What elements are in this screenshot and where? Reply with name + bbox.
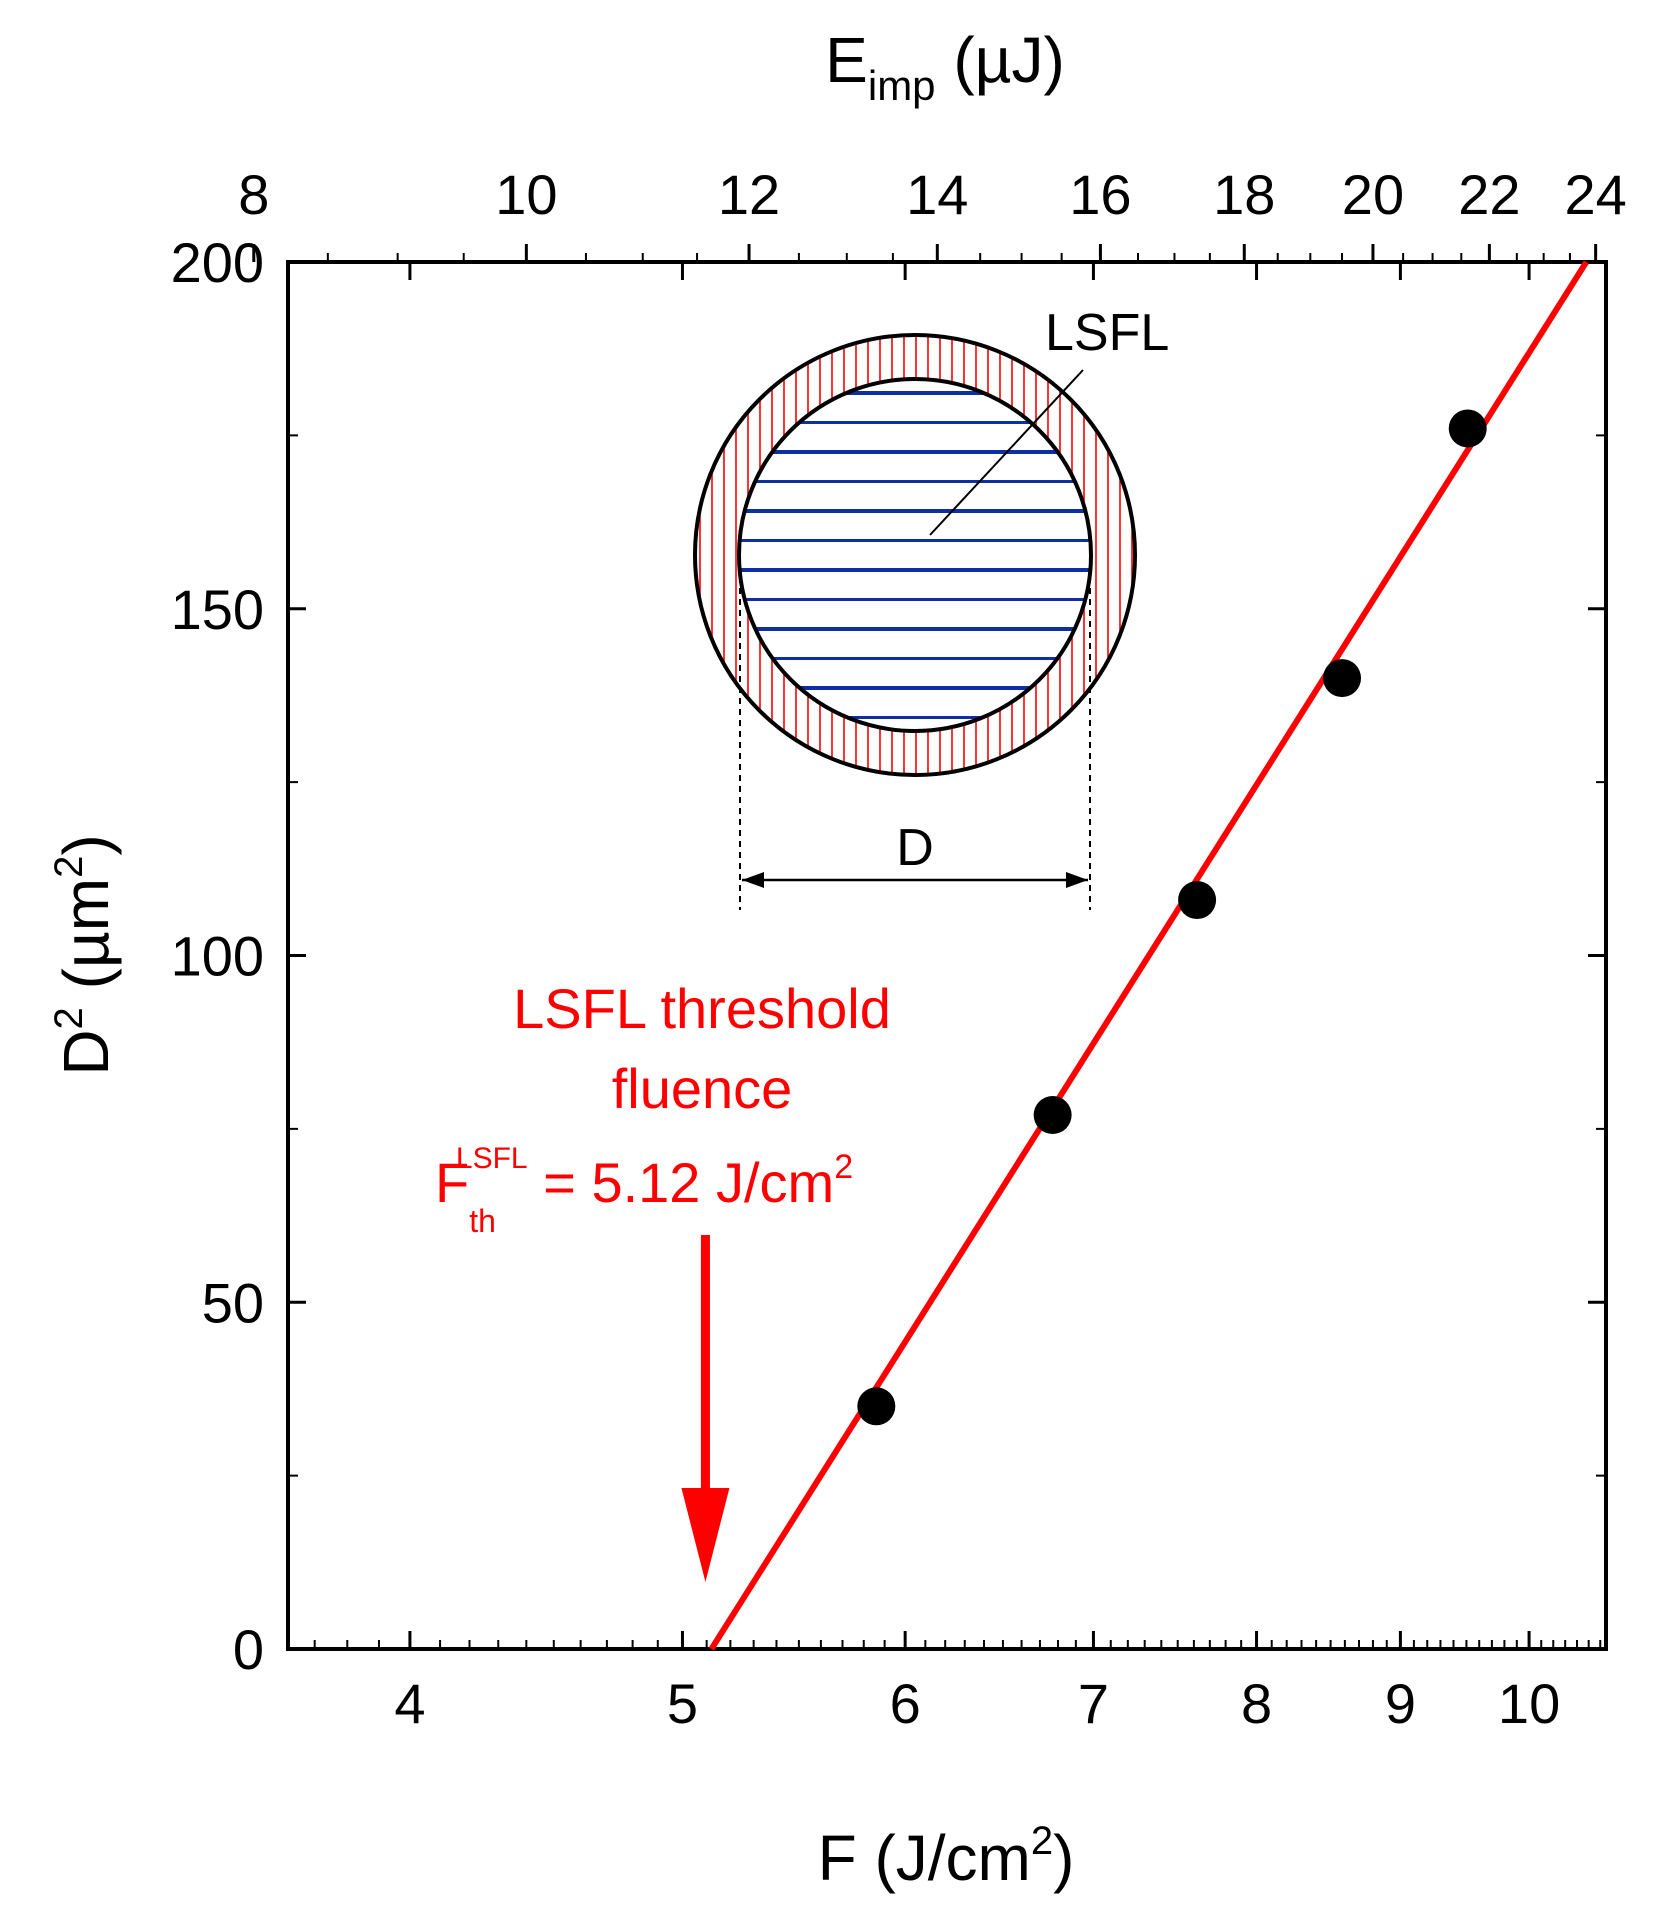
threshold-value: FthLSFL = 5.12 J/cm2 [435, 1142, 853, 1239]
data-point [1178, 881, 1217, 920]
data-points [857, 409, 1487, 1426]
diameter-arrowhead-right [1066, 872, 1088, 888]
diameter-arrowhead-left [742, 872, 764, 888]
data-point [1323, 659, 1362, 698]
top-tick-label: 20 [1342, 163, 1404, 226]
top-tick-label: 24 [1565, 163, 1627, 226]
top-axis-label: Eimp (µJ) [825, 24, 1065, 109]
x-tick-label: 5 [667, 1672, 698, 1735]
inner-disk-fill [739, 379, 1091, 731]
data-point [1448, 409, 1487, 448]
tick-labels: 4 5 6 7 8 9 10 8 10 12 14 16 18 20 22 24 0 50 100 150 200 [171, 163, 1627, 1735]
threshold-annotation: LSFL threshold fluence FthLSFL = 5.12 J/… [435, 977, 891, 1582]
top-tick-label: 14 [906, 163, 968, 226]
threshold-arrowhead [681, 1488, 730, 1582]
x-tick-label: 8 [1241, 1672, 1272, 1735]
inset-diameter-label: D [896, 819, 934, 877]
top-tick-label: 8 [238, 163, 269, 226]
data-point [857, 1387, 896, 1426]
top-tick-label: 22 [1458, 163, 1520, 226]
threshold-line2: fluence [612, 1057, 793, 1120]
top-tick-label: 18 [1213, 163, 1275, 226]
tick-marks [252, 244, 1606, 1651]
threshold-line1: LSFL threshold [513, 977, 891, 1040]
y-tick-label: 100 [171, 925, 264, 988]
y-axis-label: D2 (µm2) [47, 834, 122, 1075]
top-tick-label: 16 [1069, 163, 1131, 226]
fit-line [708, 260, 1589, 1651]
y-tick-label: 50 [202, 1271, 264, 1334]
lsfl-leader-line [929, 369, 1084, 536]
x-tick-label: 7 [1078, 1672, 1109, 1735]
x-tick-label: 4 [394, 1672, 425, 1735]
inset-lsfl-label: LSFL [1045, 304, 1169, 362]
x-tick-label: 9 [1385, 1672, 1416, 1735]
data-point [1033, 1096, 1072, 1135]
y-tick-label: 150 [171, 578, 264, 641]
x-axis-label: F (J/cm2) [818, 1819, 1075, 1894]
y-tick-label: 0 [233, 1618, 264, 1681]
outer-ring-outline [693, 333, 1137, 777]
x-tick-label: 6 [890, 1672, 921, 1735]
y-tick-label: 200 [171, 231, 264, 294]
top-tick-label: 12 [718, 163, 780, 226]
x-tick-label: 10 [1498, 1672, 1560, 1735]
top-tick-label: 10 [495, 163, 557, 226]
